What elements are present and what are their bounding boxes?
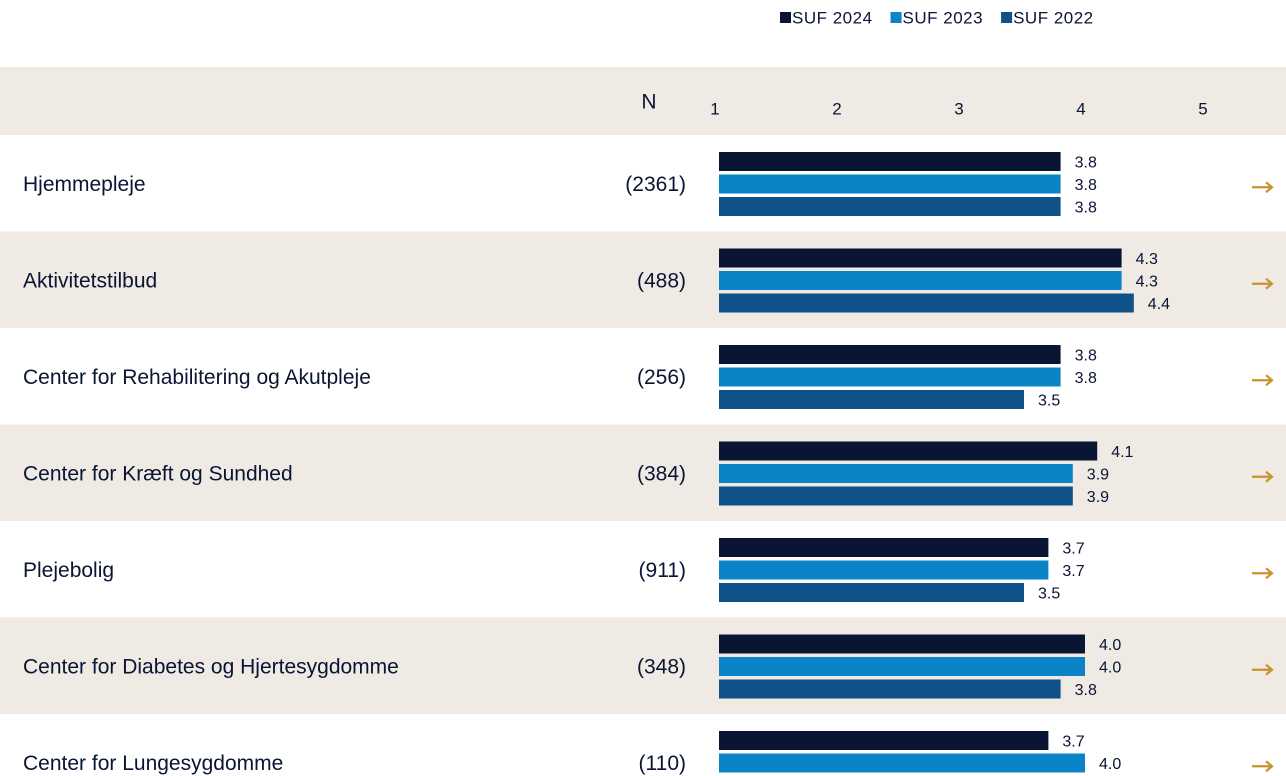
row-n: (488) (637, 269, 686, 292)
value-label: 4.0 (1099, 756, 1121, 773)
n-header: N (641, 91, 656, 114)
value-label: 4.1 (1111, 444, 1133, 461)
row-n: (110) (639, 752, 686, 775)
bar (719, 486, 1073, 506)
value-label: 3.8 (1075, 348, 1097, 365)
legend-swatch (1001, 12, 1013, 23)
x-tick-label: 3 (954, 99, 963, 118)
value-label: 3.7 (1062, 541, 1084, 558)
legend-label: SUF 2024 (792, 8, 873, 27)
value-label: 3.8 (1075, 155, 1097, 172)
row-arrow[interactable] (1252, 567, 1274, 580)
bar (719, 174, 1061, 194)
value-label: 3.9 (1087, 489, 1109, 506)
bar (719, 753, 1085, 773)
row-n: (384) (637, 462, 686, 485)
value-label: 4.0 (1099, 637, 1121, 654)
value-label: 3.8 (1075, 177, 1097, 194)
value-label: 3.9 (1087, 467, 1109, 484)
row-label[interactable]: Center for Lungesygdomme (23, 752, 283, 775)
value-label: 3.7 (1062, 563, 1084, 580)
bar (719, 731, 1049, 750)
value-label: 3.7 (1062, 734, 1084, 751)
row-arrow[interactable] (1252, 181, 1274, 194)
row-n: (348) (637, 655, 686, 678)
bar (719, 679, 1061, 699)
row-label[interactable]: Aktivitetstilbud (23, 269, 157, 292)
row-label[interactable]: Center for Diabetes og Hjertesygdomme (23, 655, 399, 678)
value-label: 4.0 (1099, 660, 1121, 677)
row-label[interactable]: Center for Rehabilitering og Akutpleje (23, 366, 371, 389)
legend-swatch (780, 12, 791, 23)
bar (719, 293, 1134, 313)
row-n: (911) (639, 559, 686, 582)
bar (719, 464, 1073, 483)
value-label: 3.8 (1075, 200, 1097, 217)
bar (719, 634, 1085, 654)
bar (719, 538, 1049, 557)
row-arrow[interactable] (1252, 663, 1274, 676)
row-label[interactable]: Plejebolig (23, 559, 114, 582)
value-label: 4.4 (1148, 296, 1170, 313)
value-label: 3.5 (1038, 586, 1060, 603)
legend-swatch (890, 12, 902, 23)
value-label: 4.3 (1136, 251, 1158, 268)
value-label: 3.8 (1075, 682, 1097, 699)
bar (719, 657, 1085, 676)
bar (719, 197, 1061, 216)
x-tick-label: 2 (832, 99, 841, 118)
bar (719, 390, 1024, 409)
bar (719, 367, 1061, 387)
bar (719, 345, 1061, 364)
row-arrow[interactable] (1252, 374, 1274, 387)
row-label[interactable]: Hjemmepleje (23, 173, 146, 196)
x-tick-label: 5 (1198, 99, 1207, 118)
row-arrow[interactable] (1252, 277, 1274, 290)
legend-label: SUF 2022 (1013, 8, 1094, 27)
value-label: 3.5 (1038, 393, 1060, 410)
value-label: 3.8 (1075, 370, 1097, 387)
x-tick-label: 1 (710, 99, 719, 118)
row-arrow[interactable] (1252, 470, 1274, 483)
bar (719, 441, 1098, 461)
bar (719, 152, 1061, 171)
legend-label: SUF 2023 (903, 8, 984, 27)
bar (719, 560, 1049, 580)
value-label: 4.3 (1136, 274, 1158, 291)
header-band (0, 67, 1286, 135)
x-tick-label: 4 (1076, 99, 1085, 118)
bar (719, 248, 1122, 268)
row-arrow[interactable] (1252, 760, 1274, 773)
bar (719, 583, 1024, 602)
row-n: (2361) (625, 173, 686, 196)
row-label[interactable]: Center for Kræft og Sundhed (23, 462, 293, 485)
row-n: (256) (637, 366, 686, 389)
bar (719, 271, 1122, 290)
